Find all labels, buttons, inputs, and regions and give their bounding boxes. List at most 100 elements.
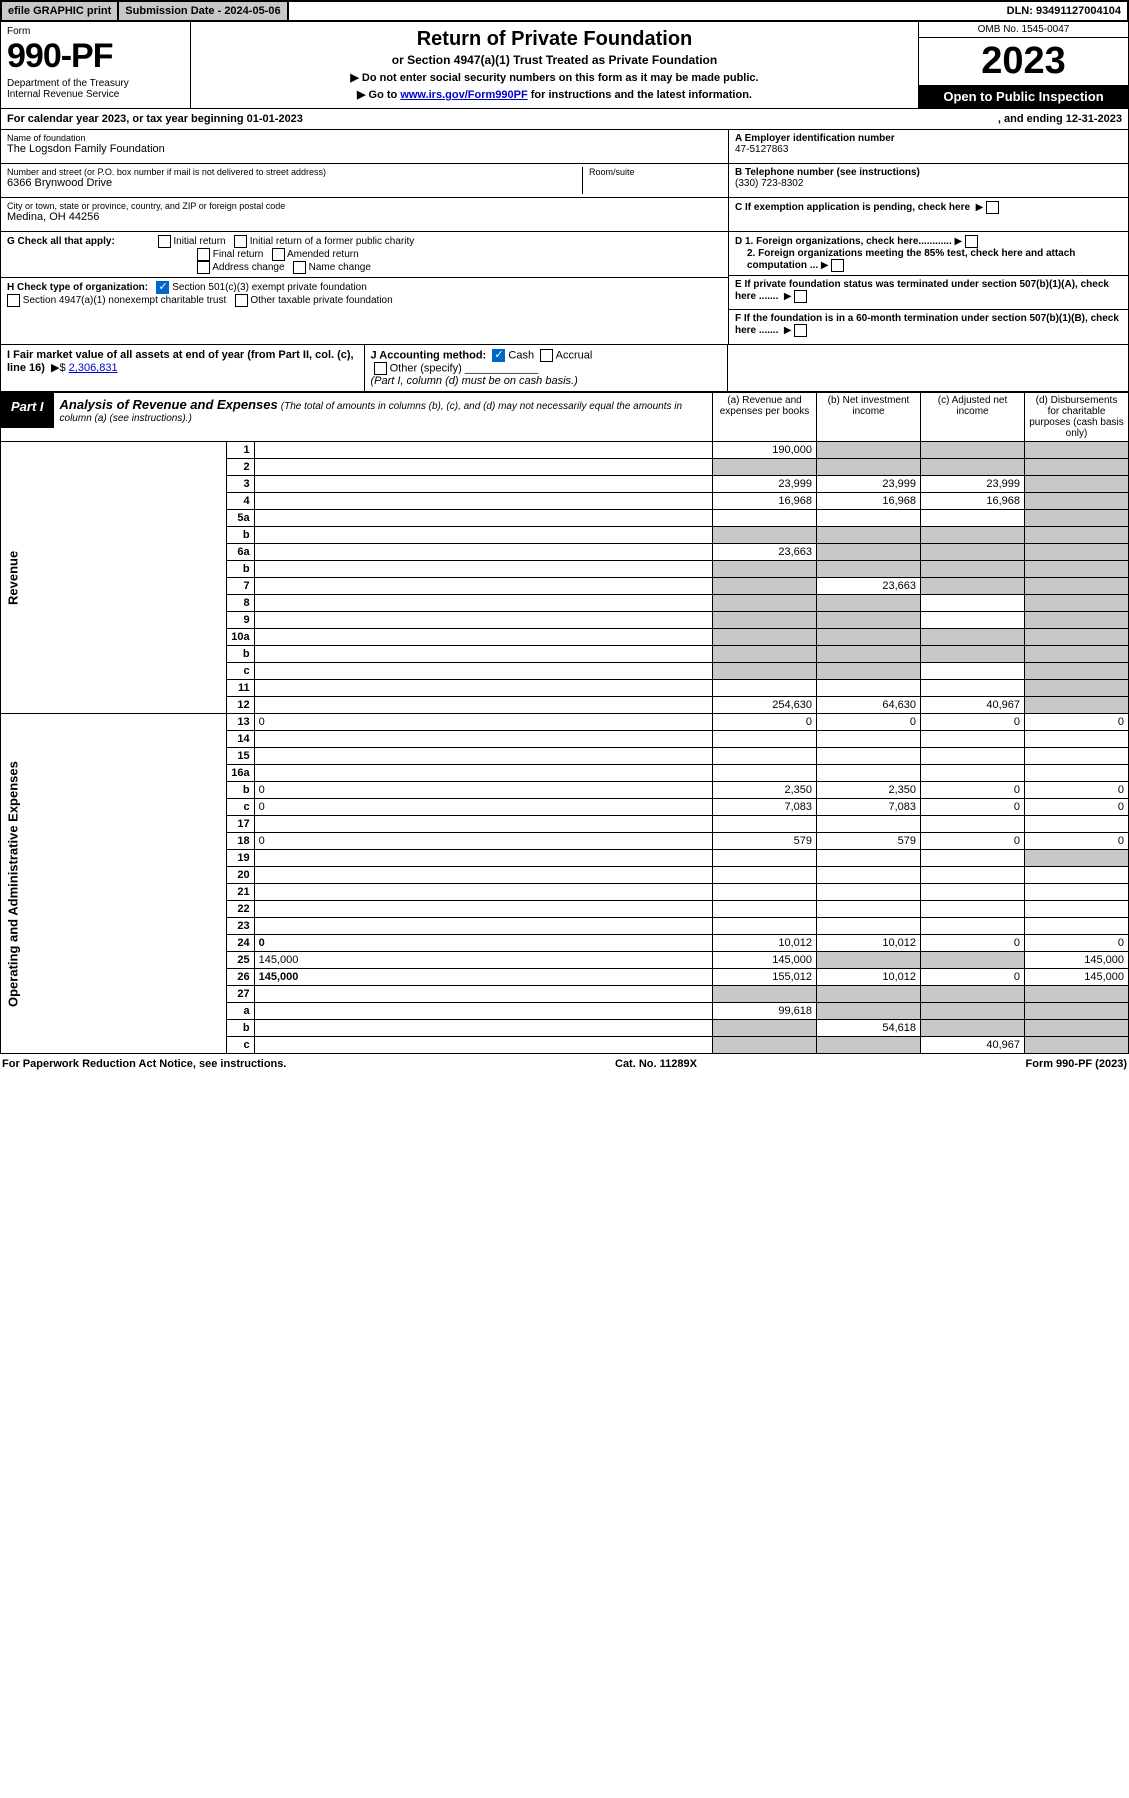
h-checkboxes: H Check type of organization: Section 50… [1, 278, 728, 312]
form990pf-link[interactable]: www.irs.gov/Form990PF [400, 89, 527, 101]
cell-a: 190,000 [713, 442, 817, 459]
chk-cash[interactable] [492, 349, 505, 362]
chk-initial-return[interactable] [158, 235, 171, 248]
table-row: Revenue1190,000 [1, 442, 1129, 459]
chk-e[interactable] [794, 290, 807, 303]
chk-f[interactable] [794, 324, 807, 337]
chk-amended-return[interactable] [272, 248, 285, 261]
foundation-name-cell: Name of foundation The Logsdon Family Fo… [1, 130, 728, 164]
chk-c-pending[interactable] [986, 201, 999, 214]
part1-title-cell: Analysis of Revenue and Expenses (The to… [54, 393, 712, 428]
cell-a: 0 [713, 714, 817, 731]
note-ssn: ▶ Do not enter social security numbers o… [197, 71, 912, 84]
cell-b: 7,083 [817, 799, 921, 816]
cell-c [921, 527, 1025, 544]
cell-c: 23,999 [921, 476, 1025, 493]
chk-4947a1[interactable] [7, 294, 20, 307]
expenses-side-label: Operating and Administrative Expenses [1, 714, 227, 1054]
line-description [254, 731, 712, 748]
i-j-row: I Fair market value of all assets at end… [0, 345, 1129, 392]
cell-a: 99,618 [713, 1003, 817, 1020]
chk-name-change[interactable] [293, 261, 306, 274]
cell-b [817, 731, 921, 748]
cell-a [713, 646, 817, 663]
chk-other-taxable[interactable] [235, 294, 248, 307]
line-description: 0 [254, 935, 712, 952]
line-number: 27 [226, 986, 254, 1003]
line-description: 0 [254, 782, 712, 799]
cell-a [713, 459, 817, 476]
line-description [254, 697, 712, 714]
line-description [254, 442, 712, 459]
cell-a: 7,083 [713, 799, 817, 816]
line-number: 20 [226, 867, 254, 884]
cell-a [713, 561, 817, 578]
j-label: J Accounting method: [371, 349, 487, 361]
cell-c: 0 [921, 714, 1025, 731]
cell-d [1025, 510, 1129, 527]
chk-initial-public[interactable] [234, 235, 247, 248]
cell-c [921, 918, 1025, 935]
line-description [254, 476, 712, 493]
ein-cell: A Employer identification number 47-5127… [729, 130, 1128, 164]
cell-b [817, 850, 921, 867]
chk-final-return[interactable] [197, 248, 210, 261]
line-number: 9 [226, 612, 254, 629]
cell-b [817, 816, 921, 833]
note2-pre: ▶ Go to [357, 89, 400, 101]
cell-d [1025, 765, 1129, 782]
revenue-side-label: Revenue [1, 442, 227, 714]
header-right: OMB No. 1545-0047 2023 Open to Public In… [918, 22, 1128, 108]
cell-b [817, 442, 921, 459]
header-mid: Return of Private Foundation or Section … [191, 22, 918, 108]
chk-d2[interactable] [831, 259, 844, 272]
cell-b: 64,630 [817, 697, 921, 714]
note-link-line: ▶ Go to www.irs.gov/Form990PF for instru… [197, 88, 912, 101]
cell-c [921, 629, 1025, 646]
dln-label: DLN: 93491127004104 [1001, 2, 1127, 20]
line-description [254, 867, 712, 884]
cell-a: 145,000 [713, 952, 817, 969]
cell-a [713, 612, 817, 629]
address-cell: Number and street (or P.O. box number if… [1, 164, 728, 198]
cell-b [817, 748, 921, 765]
cell-b [817, 884, 921, 901]
part1-title: Analysis of Revenue and Expenses [60, 397, 278, 412]
g-checkboxes: G Check all that apply: Initial return I… [1, 232, 728, 278]
cell-d [1025, 629, 1129, 646]
cell-d [1025, 748, 1129, 765]
form-subtitle: or Section 4947(a)(1) Trust Treated as P… [197, 53, 912, 67]
chk-other-method[interactable] [374, 362, 387, 375]
c-cell: C If exemption application is pending, c… [729, 198, 1128, 232]
cell-d [1025, 1037, 1129, 1054]
chk-d1[interactable] [965, 235, 978, 248]
line-number: 24 [226, 935, 254, 952]
line-description [254, 748, 712, 765]
i-label: I Fair market value of all assets at end… [7, 349, 354, 374]
cell-a [713, 1020, 817, 1037]
cell-d [1025, 612, 1129, 629]
h-label: H Check type of organization: [7, 282, 148, 293]
chk-501c3[interactable] [156, 281, 169, 294]
line-description [254, 1020, 712, 1037]
line-number: b [226, 561, 254, 578]
chk-address-change[interactable] [197, 261, 210, 274]
g-label: G Check all that apply: [7, 236, 115, 247]
line-description [254, 595, 712, 612]
j-opt-other: Other (specify) [390, 362, 462, 374]
line-number: b [226, 646, 254, 663]
cell-b [817, 986, 921, 1003]
line-number: 25 [226, 952, 254, 969]
fmv-link[interactable]: 2,306,831 [69, 362, 118, 374]
top-bar: efile GRAPHIC print Submission Date - 20… [0, 0, 1129, 22]
header-left: Form 990-PF Department of the Treasury I… [1, 22, 191, 108]
cell-b [817, 595, 921, 612]
chk-accrual[interactable] [540, 349, 553, 362]
h-opt-2: Other taxable private foundation [250, 295, 392, 306]
omb-number: OMB No. 1545-0047 [919, 22, 1128, 38]
cell-d [1025, 816, 1129, 833]
col-d-header: (d) Disbursements for charitable purpose… [1025, 393, 1129, 442]
cell-a: 2,350 [713, 782, 817, 799]
d-cell: D 1. Foreign organizations, check here..… [729, 232, 1128, 276]
cell-c [921, 442, 1025, 459]
